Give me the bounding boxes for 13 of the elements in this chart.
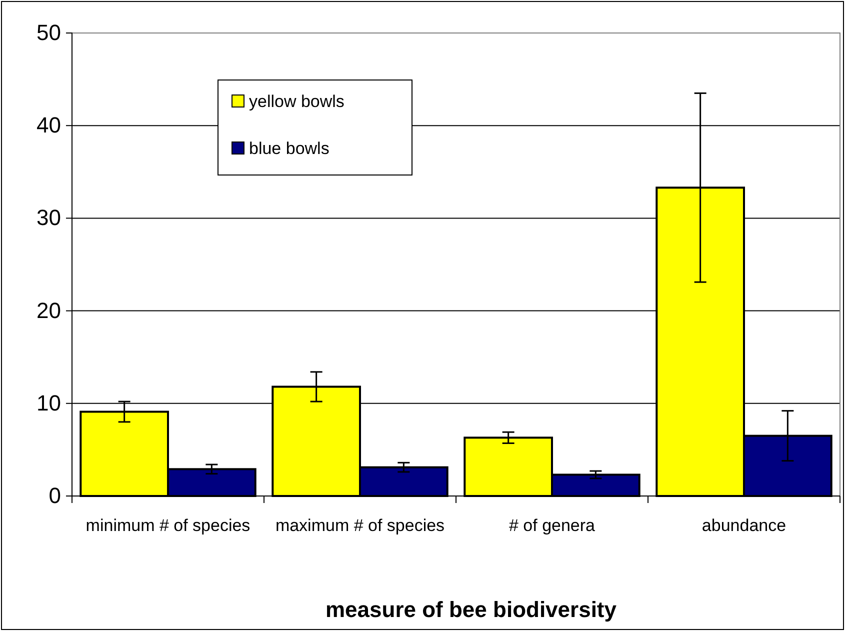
y-tick-label: 40 <box>36 112 61 138</box>
legend-label: blue bowls <box>249 139 330 158</box>
y-tick-label: 0 <box>48 483 61 508</box>
legend-label: yellow bowls <box>249 92 344 111</box>
y-tick-label: 10 <box>36 390 61 416</box>
x-axis-title: measure of bee biodiversity <box>326 597 618 622</box>
y-tick-label: 20 <box>36 298 61 323</box>
y-tick-label: 30 <box>36 205 61 230</box>
x-tick-label: abundance <box>702 516 786 535</box>
y-tick-label: 50 <box>36 20 61 46</box>
x-tick-label: minimum # of species <box>86 516 250 535</box>
x-tick-label: maximum # of species <box>275 516 445 535</box>
x-tick-label: # of genera <box>508 516 596 535</box>
